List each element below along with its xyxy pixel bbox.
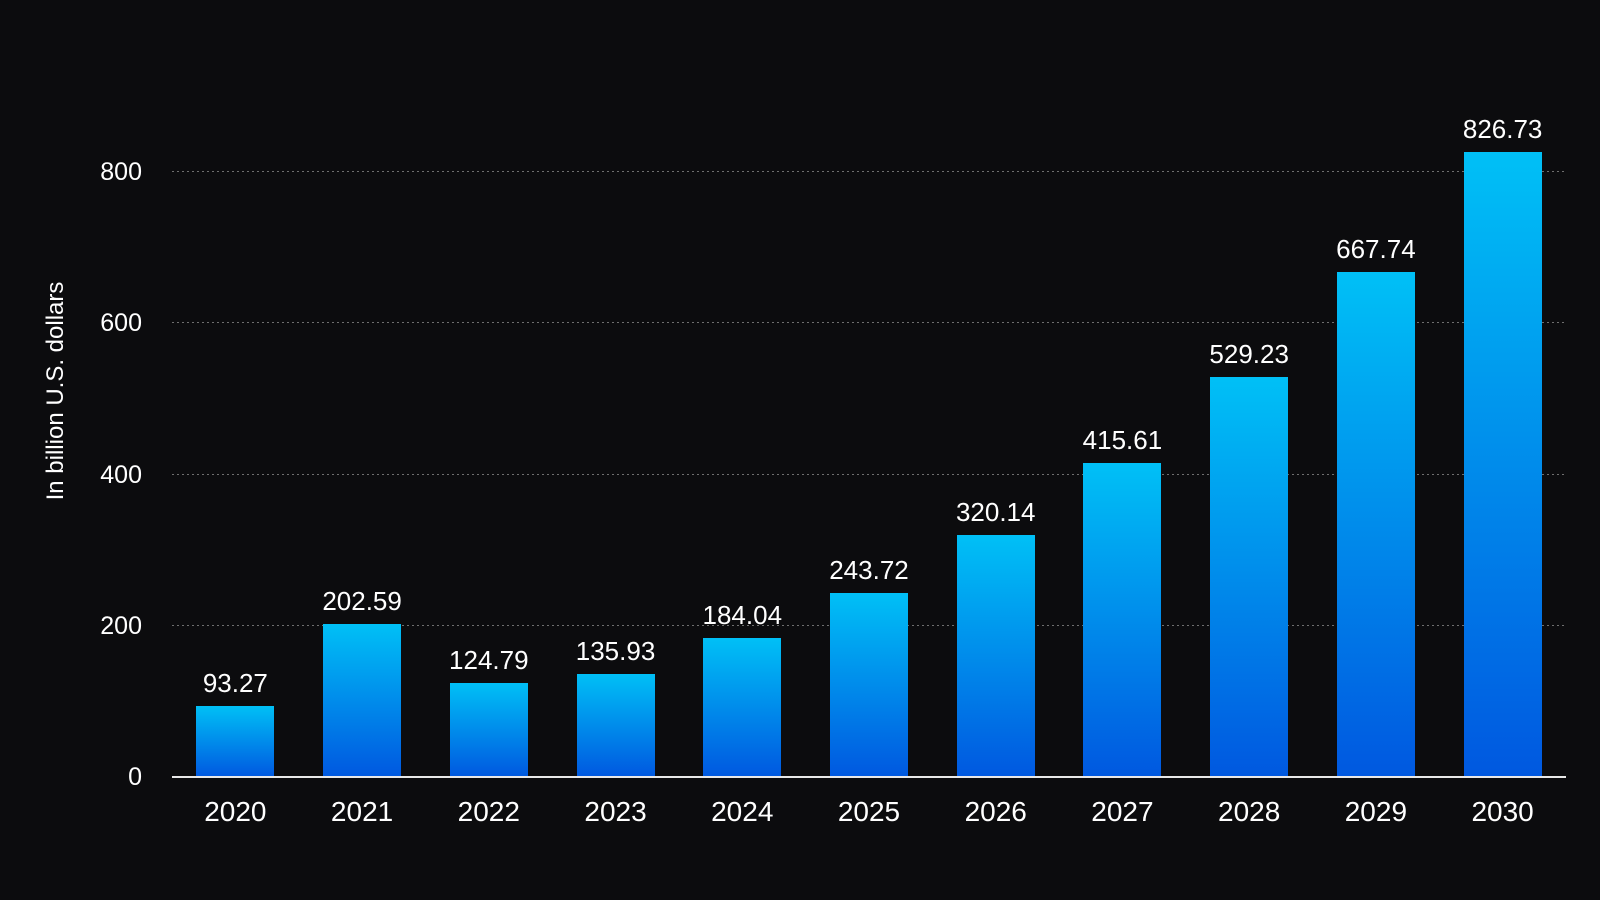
x-tick-label-2022: 2022 (457, 796, 520, 827)
bar-2024[interactable] (703, 637, 782, 777)
bar-value-label-2030: 826.73 (1462, 113, 1543, 144)
bar-2020[interactable] (196, 706, 275, 777)
bar-2025[interactable] (830, 592, 908, 777)
x-tick-label-2024: 2024 (711, 796, 774, 827)
bar-value-label-2023: 135.93 (575, 636, 656, 667)
bar-2029[interactable] (1336, 272, 1415, 777)
x-tick-label-2021: 2021 (330, 796, 394, 827)
x-tick-label-2026: 2026 (964, 796, 1027, 827)
x-axis-line (172, 776, 1566, 778)
x-tick-label-2028: 2028 (1218, 796, 1281, 827)
bar-2021[interactable] (323, 623, 402, 777)
x-tick-label-2027: 2027 (1091, 796, 1154, 827)
x-tick-label-2029: 2029 (1344, 796, 1408, 827)
bar-value-label-2027: 415.61 (1082, 424, 1163, 455)
bar-2026[interactable] (956, 534, 1035, 777)
bar-value-label-2022: 124.79 (449, 644, 529, 675)
bar-value-label-2025: 243.72 (829, 554, 909, 585)
bar-value-label-2021: 202.59 (322, 585, 402, 616)
bar-2027[interactable] (1083, 462, 1162, 777)
y-tick-label-0: 0 (128, 763, 142, 791)
y-tick-label-800: 800 (100, 158, 142, 186)
x-tick-label-2025: 2025 (837, 796, 901, 827)
bar-value-label-2020: 93.27 (202, 668, 268, 699)
bar-value-label-2024: 184.04 (702, 599, 783, 630)
gridline-y-400 (172, 473, 1564, 475)
y-tick-label-200: 200 (100, 611, 142, 640)
y-axis-tick-labels: 0 200 400 600 800 (0, 0, 142, 900)
plot-area: 93.27 202.59 124.79 135.93 184.04 243.72 320.1… (172, 0, 1566, 778)
bar-2022[interactable] (449, 682, 528, 777)
x-tick-label-2023: 2023 (584, 796, 647, 827)
bar-2023[interactable] (576, 674, 655, 777)
bar-value-label-2026: 320.14 (955, 496, 1036, 527)
x-axis-labels: 2020 2021 2022 2023 2024 2025 2026 2027 2028 2029… (172, 795, 1566, 835)
gridline-y-600 (172, 322, 1564, 324)
y-tick-label-600: 600 (100, 309, 142, 338)
bar-2030[interactable] (1463, 151, 1542, 777)
bar-2028[interactable] (1210, 376, 1289, 777)
bar-value-label-2028: 529.23 (1209, 338, 1289, 369)
x-tick-label-2020: 2020 (204, 796, 267, 827)
gridline-y-800 (172, 171, 1564, 172)
y-tick-label-400: 400 (100, 460, 142, 489)
bar-value-label-2029: 667.74 (1336, 234, 1416, 265)
x-tick-label-2030: 2030 (1471, 796, 1534, 827)
